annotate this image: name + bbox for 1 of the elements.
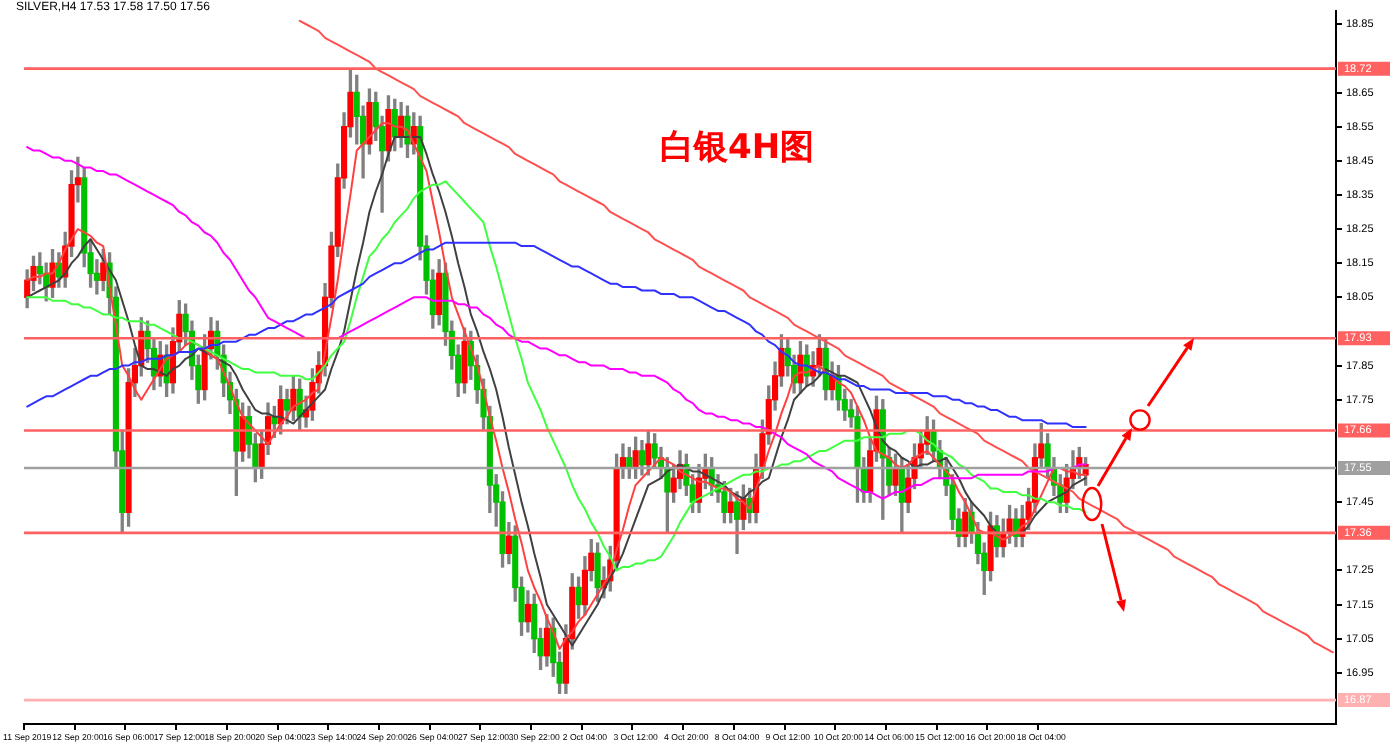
text: 白银4H图 <box>660 126 815 170</box>
